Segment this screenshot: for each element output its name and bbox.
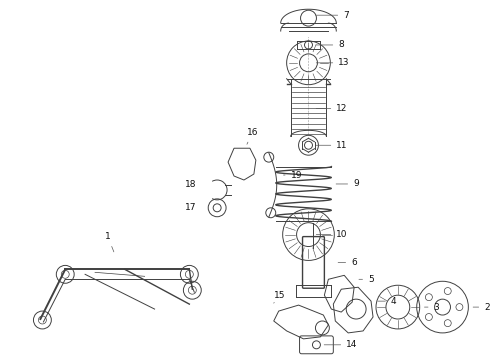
Text: 3: 3 xyxy=(424,303,440,312)
Text: 13: 13 xyxy=(316,58,350,67)
Text: 1: 1 xyxy=(105,232,114,252)
Text: 12: 12 xyxy=(316,104,348,113)
Text: 2: 2 xyxy=(473,303,490,312)
Text: 8: 8 xyxy=(316,40,344,49)
Text: 11: 11 xyxy=(316,141,348,150)
Text: 18: 18 xyxy=(185,180,197,189)
Text: 9: 9 xyxy=(336,180,359,189)
Text: 6: 6 xyxy=(338,258,357,267)
Text: 4: 4 xyxy=(378,297,396,306)
Text: 19: 19 xyxy=(284,171,302,180)
Text: 7: 7 xyxy=(316,11,349,20)
Text: 17: 17 xyxy=(185,203,197,212)
Text: 5: 5 xyxy=(359,275,374,284)
Text: 14: 14 xyxy=(324,340,358,349)
Text: 10: 10 xyxy=(316,230,348,239)
Text: 15: 15 xyxy=(274,291,285,303)
Text: 16: 16 xyxy=(247,128,258,144)
